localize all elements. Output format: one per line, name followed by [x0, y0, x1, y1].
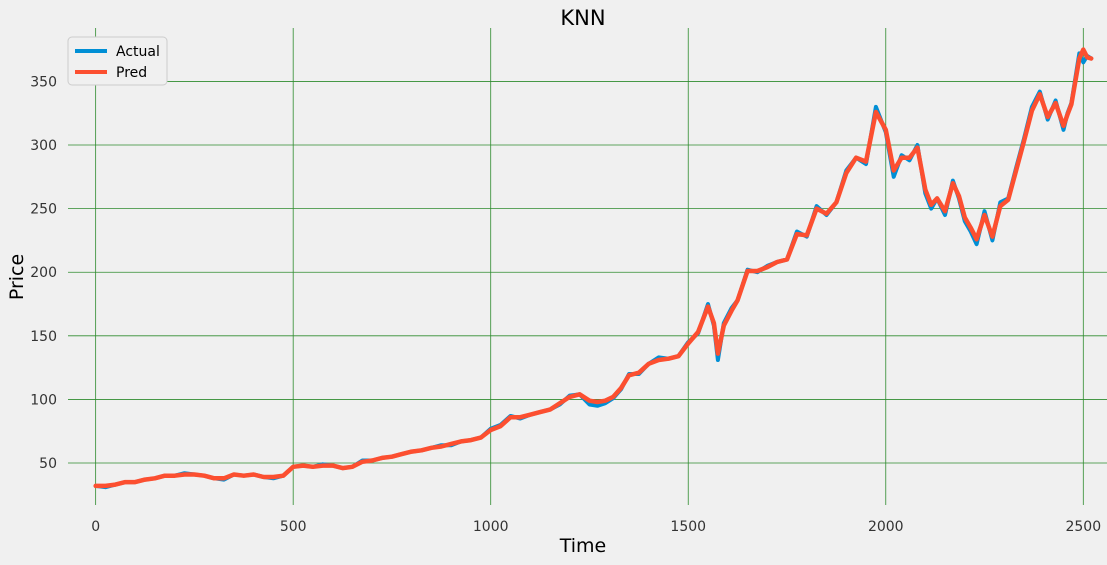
legend: Actual Pred — [67, 36, 168, 86]
x-tick-label: 1500 — [670, 519, 706, 535]
chart-title: KNN — [560, 6, 605, 30]
series-group — [93, 47, 1094, 490]
x-tick-label: 1000 — [473, 519, 509, 535]
y-tick-label: 300 — [30, 138, 57, 154]
x-tick-label: 2500 — [1065, 519, 1101, 535]
y-tick-label: 150 — [30, 329, 57, 345]
grid-lines — [68, 28, 1107, 505]
x-tick-label: 0 — [91, 519, 100, 535]
x-tick-labels: 0 500 1000 1500 2000 2500 — [91, 519, 1101, 535]
x-axis-title: Time — [559, 535, 607, 557]
y-tick-label: 50 — [39, 456, 57, 472]
x-tick-label: 2000 — [868, 519, 904, 535]
series-line-pred — [93, 47, 1094, 489]
y-tick-labels: 50 100 150 200 250 300 350 — [30, 74, 57, 472]
legend-label-pred: Pred — [116, 65, 147, 81]
y-tick-label: 200 — [30, 265, 57, 281]
y-tick-label: 250 — [30, 202, 57, 218]
y-tick-label: 350 — [30, 74, 57, 90]
y-axis-title: Price — [6, 254, 28, 300]
y-tick-label: 100 — [30, 392, 57, 408]
legend-label-actual: Actual — [116, 44, 160, 60]
x-tick-label: 500 — [280, 519, 307, 535]
